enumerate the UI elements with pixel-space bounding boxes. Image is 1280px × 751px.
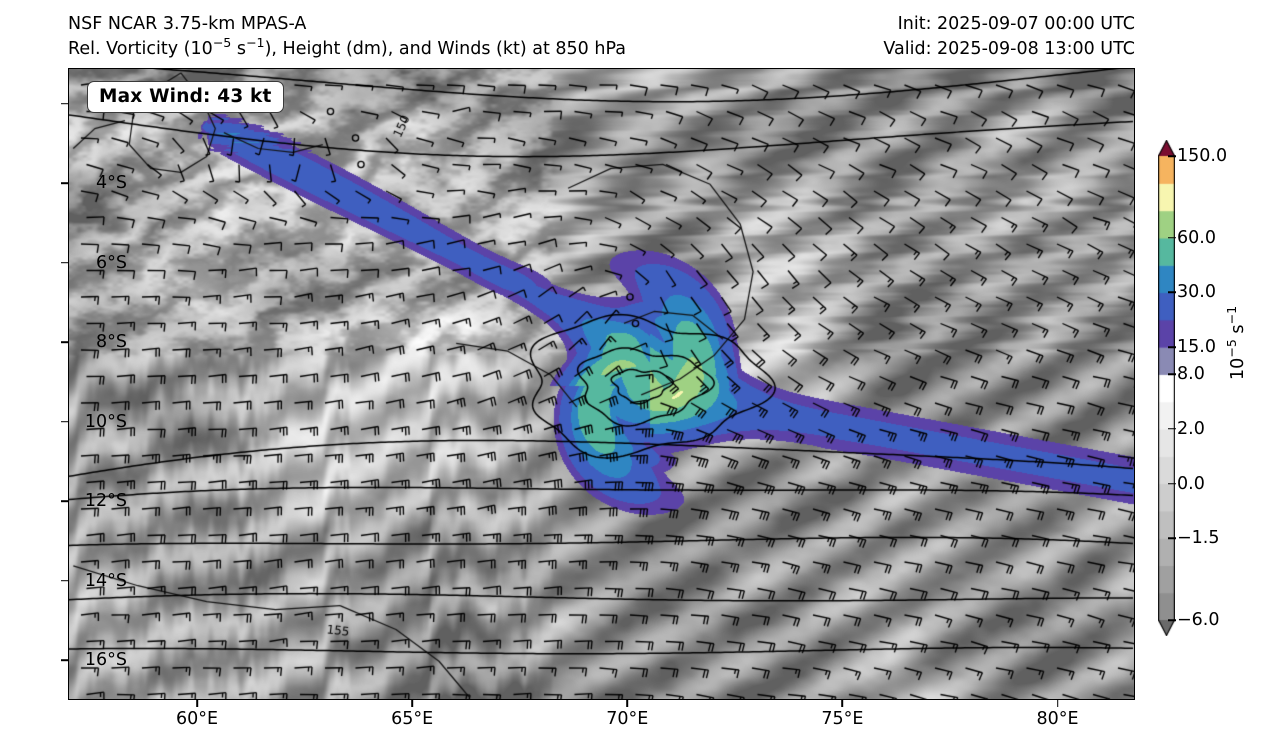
longitude-tick-mark (841, 700, 844, 707)
colorbar-tick-mark (1168, 155, 1176, 157)
colorbar-label: 10−5 s−1 (1224, 306, 1248, 380)
wind-barb-layer (69, 69, 1134, 699)
colorbar-tick-label: −1.5 (1177, 528, 1220, 549)
field-title: Rel. Vorticity (10−5 s−1), Height (dm), … (68, 35, 626, 62)
field-title-prefix: Rel. Vorticity (10 (68, 39, 213, 59)
longitude-tick-label: 75°E (821, 709, 864, 729)
latitude-tick-label: 16°S (84, 650, 127, 671)
colorbar-tick-mark (1168, 237, 1176, 239)
field-title-suffix: ), Height (dm), and Winds (kt) at 850 hP… (264, 39, 626, 59)
field-title-exp2: −1 (246, 35, 265, 51)
latitude-tick-label: 12°S (84, 491, 127, 512)
valid-time: Valid: 2025-09-08 13:00 UTC (883, 39, 1135, 59)
colorbar-tick-mark (1168, 619, 1176, 621)
cbar-exp1: −5 (1224, 339, 1240, 358)
colorbar-tick-mark (1168, 482, 1176, 485)
longitude-tick-label: 70°E (606, 709, 649, 729)
colorbar-tick-label: 30.0 (1177, 282, 1216, 303)
latitude-tick-mark (61, 182, 68, 185)
latitude-tick-mark (61, 341, 68, 344)
colorbar-tick-mark (1168, 291, 1176, 294)
longitude-tick-label: 65°E (391, 709, 434, 729)
latitude-tick-label: 10°S (84, 411, 127, 432)
colorbar-tick-mark (1168, 428, 1176, 430)
init-time: Init: 2025-09-07 00:00 UTC (897, 14, 1135, 34)
model-title: NSF NCAR 3.75-km MPAS-A (68, 14, 307, 34)
cbar-base: 10 (1228, 357, 1248, 380)
latitude-tick-label: 8°S (96, 332, 127, 353)
latitude-tick-label: 14°S (84, 570, 127, 591)
colorbar-tick-label: 150.0 (1177, 146, 1228, 166)
colorbar-tick-label: 2.0 (1177, 418, 1205, 439)
colorbar (1158, 140, 1175, 636)
latitude-tick-mark (61, 659, 68, 662)
colorbar-tick-mark (1168, 537, 1176, 539)
colorbar-tick-label: 0.0 (1177, 473, 1205, 494)
cbar-exp2: −1 (1224, 305, 1240, 325)
max-wind-annotation: Max Wind: 43 kt (87, 81, 284, 113)
colorbar-tick-label: 15.0 (1177, 337, 1216, 358)
latitude-tick-mark (61, 579, 68, 582)
longitude-tick-mark (411, 700, 413, 707)
colorbar-gradient (1158, 140, 1175, 636)
figure-title: NSF NCAR 3.75-km MPAS-A Rel. Vorticity (… (68, 12, 626, 62)
colorbar-tick-mark (1168, 346, 1176, 348)
cbar-mid: s (1228, 324, 1248, 340)
latitude-tick-mark (61, 500, 68, 503)
run-timestamps: Init: 2025-09-07 00:00 UTC Valid: 2025-0… (883, 12, 1135, 62)
colorbar-tick-label: 60.0 (1177, 227, 1216, 248)
longitude-tick-mark (626, 700, 629, 707)
field-title-exp1: −5 (212, 35, 232, 51)
longitude-tick-label: 60°E (176, 709, 219, 729)
latitude-tick-mark (61, 102, 68, 105)
latitude-tick-mark (61, 420, 68, 423)
longitude-tick-mark (196, 700, 198, 707)
colorbar-tick-label: −6.0 (1177, 610, 1220, 630)
map-plot-area: Max Wind: 43 kt (68, 68, 1135, 700)
latitude-tick-label: 4°S (96, 173, 127, 194)
field-title-mid: s (231, 39, 246, 59)
latitude-tick-label: 6°S (96, 252, 127, 273)
latitude-tick-mark (61, 261, 68, 264)
colorbar-tick-label: 8.0 (1177, 364, 1205, 385)
colorbar-tick-mark (1168, 373, 1176, 376)
longitude-tick-mark (1056, 700, 1059, 707)
longitude-tick-label: 80°E (1036, 709, 1079, 729)
